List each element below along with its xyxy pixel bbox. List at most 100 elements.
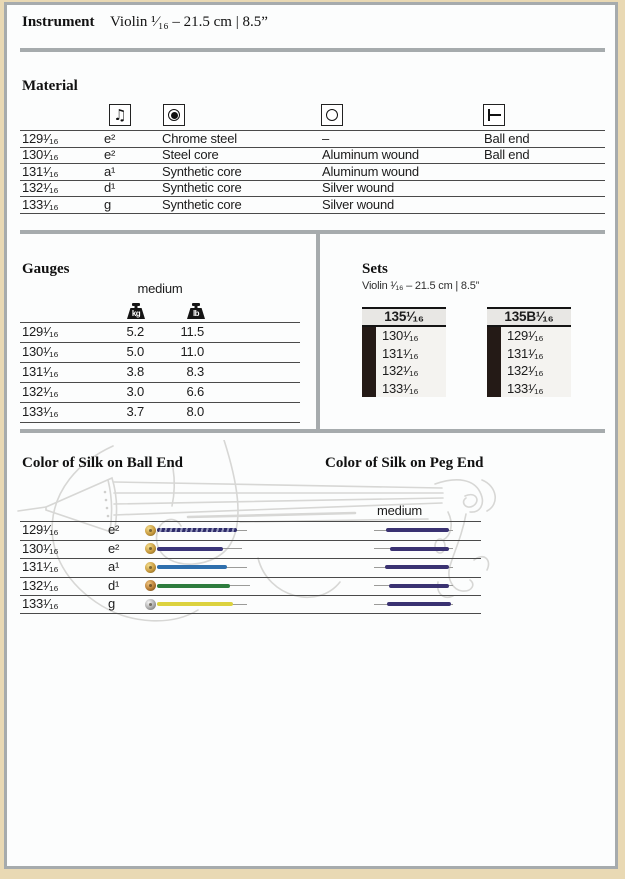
lb-value: 11.0 [180,344,204,359]
set-item: 131¹⁄₁₆ [382,345,419,361]
vertical-divider [316,230,320,433]
kg-value: 5.2 [126,324,145,339]
sets-subtitle: Violin ¹⁄₁₆ – 21.5 cm | 8.5” [362,280,480,292]
lb-value: 8.0 [186,404,205,419]
ref-number: 132¹⁄₁₆ [22,577,59,593]
spec-sheet-page: Instrument Violin ¹⁄₁₆ – 21.5 cm | 8.5” … [4,2,618,869]
lb-unit-label: lb [192,309,200,318]
core-material: Synthetic core [162,180,242,195]
lb-value: 11.5 [180,324,204,339]
winding-material: Aluminum wound [322,147,419,162]
peg-silk [389,583,449,588]
peg-silk [386,528,449,533]
ball-end [145,524,156,536]
set-item: 129¹⁄₁₆ [507,328,544,343]
set-item: 132¹⁄₁₆ [382,363,419,378]
gauge-row: 133¹⁄₁₆ 3.7 8.0 [0,402,625,422]
gauges-title: Gauges [22,261,70,277]
set-card: 135¹⁄₁₆ 130¹⁄₁₆ 131¹⁄₁₆ 132¹⁄₁₆ 133¹⁄₁₆ [362,307,446,397]
note-name: e² [104,131,116,146]
set-card-bar [362,327,376,397]
kg-value: 3.7 [126,404,145,419]
core-material: Steel core [162,147,219,162]
ref-number: 130¹⁄₁₆ [22,344,59,359]
note-glyph: ♫ [113,105,127,124]
ref-number: 129¹⁄₁₆ [22,324,59,339]
ball-silk [157,528,237,533]
string-end-icon [483,104,505,126]
note-name: e² [108,540,120,556]
end-type: Ball end [484,147,530,162]
peg-silk [387,602,451,607]
lb-weight-icon: lb [187,303,205,319]
kg-unit-label: kg [131,309,141,318]
ball-end [145,598,156,610]
kg-weight-icon: kg [127,303,145,319]
ball-end-glyph [487,109,501,121]
winding-icon [321,104,343,126]
winding-glyph [326,109,338,121]
note-name: e² [104,147,116,162]
winding-material: Silver wound [322,180,395,195]
ball-end [145,561,156,573]
winding-material: Aluminum wound [322,163,419,179]
kg-value: 3.8 [126,364,145,379]
note-icon: ♫ [109,104,131,126]
lb-value: 6.6 [186,384,205,399]
silk-row: 129¹⁄₁₆ e² [0,521,625,540]
sets-title: Sets [362,261,388,277]
tension-label: medium [377,503,423,518]
gauge-row: 132¹⁄₁₆ 3.0 6.6 [0,382,625,402]
set-item: 132¹⁄₁₆ [507,363,544,378]
note-name: g [104,196,112,212]
set-card-body: 129¹⁄₁₆ 131¹⁄₁₆ 132¹⁄₁₆ 133¹⁄₁₆ [487,327,571,397]
set-item: 133¹⁄₁₆ [507,380,544,396]
silk-row: 131¹⁄₁₆ a¹ [0,558,625,577]
peg-silk [390,546,449,551]
ref-number: 129¹⁄₁₆ [22,131,59,146]
set-item: 130¹⁄₁₆ [382,328,419,343]
gauge-row: 130¹⁄₁₆ 5.0 11.0 [0,342,625,362]
note-name: g [108,596,116,611]
silk-row: 133¹⁄₁₆ g [0,595,625,614]
core-material: Synthetic core [162,163,242,179]
silk-row: 132¹⁄₁₆ d¹ [0,577,625,596]
ball-silk [157,546,223,551]
set-number: 135¹⁄₁₆ [362,307,446,327]
set-item: 131¹⁄₁₆ [507,345,544,361]
kg-value: 5.0 [126,344,145,359]
material-row: 130¹⁄₁₆ e² Steel core Aluminum wound Bal… [0,147,625,163]
lb-value: 8.3 [186,364,205,379]
section-divider [20,230,605,234]
end-type: Ball end [484,131,530,146]
note-name: a¹ [108,559,120,574]
note-name: d¹ [108,577,120,593]
tension-label: medium [137,281,183,296]
set-card-bar [487,327,501,397]
ref-number: 132¹⁄₁₆ [22,180,59,195]
gauge-row: 129¹⁄₁₆ 5.2 11.5 [0,322,625,342]
winding-material: – [322,131,330,146]
ball-end [145,580,156,592]
note-name: d¹ [104,180,116,195]
material-row: 132¹⁄₁₆ d¹ Synthetic core Silver wound [0,180,625,196]
ball-silk [157,565,227,570]
core-glyph [168,109,180,121]
core-material: Chrome steel [162,131,237,146]
peg-silk [385,565,449,570]
gauge-row: 131¹⁄₁₆ 3.8 8.3 [0,362,625,382]
note-name: a¹ [104,163,116,179]
material-title: Material [22,78,78,94]
set-card: 135B¹⁄₁₆ 129¹⁄₁₆ 131¹⁄₁₆ 132¹⁄₁₆ 133¹⁄₁₆ [487,307,571,397]
ref-number: 133¹⁄₁₆ [22,596,59,611]
ref-number: 131¹⁄₁₆ [22,559,59,574]
kg-value: 3.0 [126,384,145,399]
ball-silk [157,602,233,607]
silk-row: 130¹⁄₁₆ e² [0,540,625,559]
core-icon [163,104,185,126]
ref-number: 129¹⁄₁₆ [22,522,59,537]
ref-number: 133¹⁄₁₆ [22,404,59,419]
ref-number: 133¹⁄₁₆ [22,196,59,212]
instrument-value: Violin ¹⁄₁₆ – 21.5 cm | 8.5” [110,14,268,30]
